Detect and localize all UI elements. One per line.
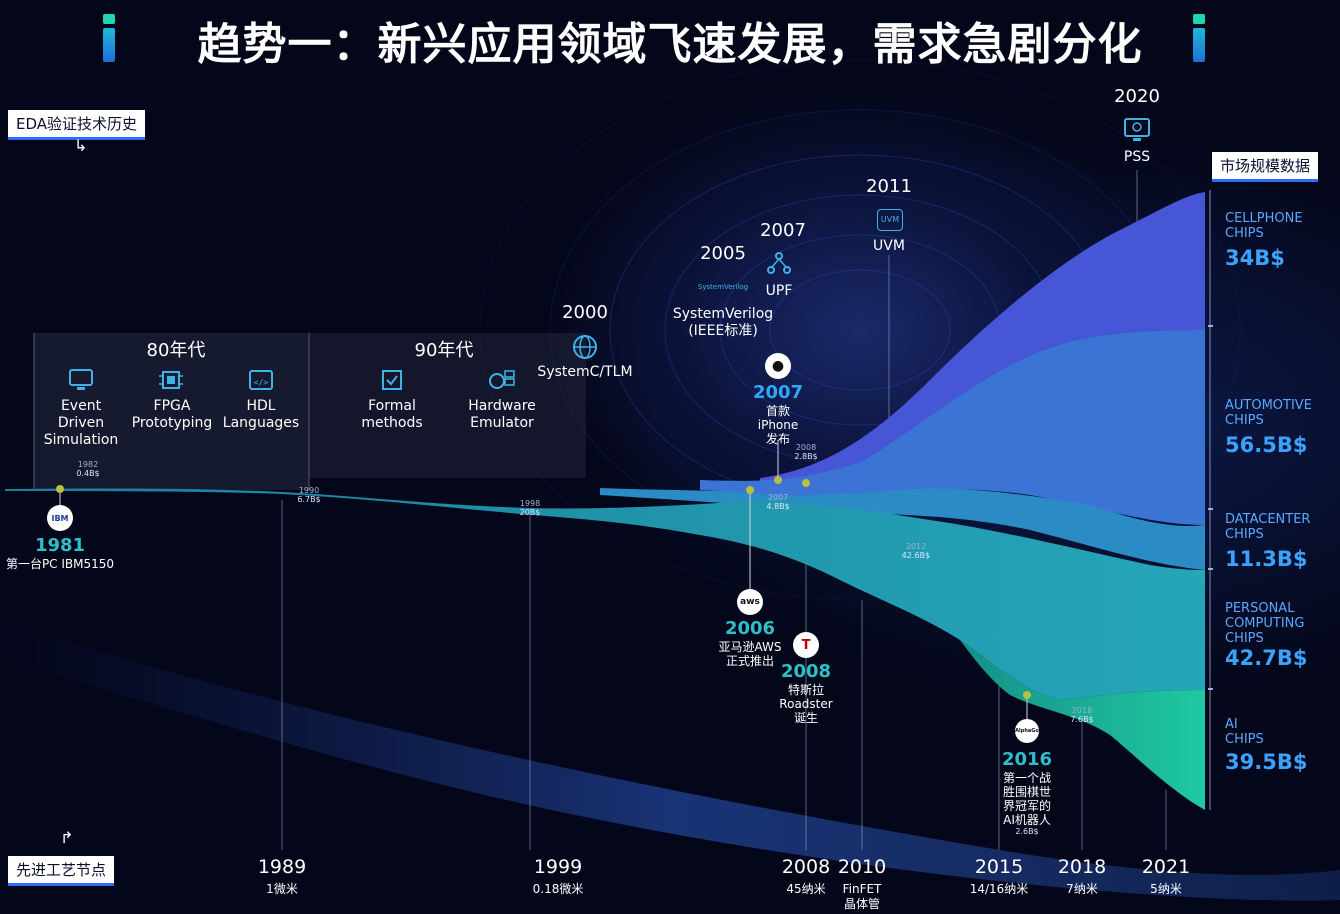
eda-history-tag: EDA验证技术历史 [8, 110, 146, 140]
ibm-text: 第一台PC IBM5150 [5, 557, 115, 571]
stream-cellphone [760, 192, 1205, 482]
node-year-1989: 1989 [257, 856, 307, 878]
tech-emulator: Hardware Emulator [468, 398, 536, 431]
process-node-tag: 先进工艺节点 [8, 856, 115, 886]
node-1999: 0.18微米 [532, 882, 584, 896]
node-2021: 5纳米 [1150, 882, 1182, 896]
node-year-2015: 2015 [974, 856, 1024, 878]
market-point-2012: 2012 42.6B$ [901, 542, 931, 560]
svg-text:</>: </> [254, 378, 269, 387]
iphone-year: 2007 [752, 382, 804, 403]
year-2007-upf: 2007 [760, 220, 806, 241]
market-cellphone-value: 34B$ [1225, 246, 1285, 270]
stream-datacenter [600, 488, 1205, 570]
market-ai-value: 39.5B$ [1225, 750, 1308, 774]
market-point-2018: 2018 7.6B$ [1070, 706, 1094, 724]
market-automotive-name: AUTOMOTIVE CHIPS [1225, 398, 1312, 428]
title-mark-right [1192, 14, 1206, 62]
turn-up-arrow-icon: ↱ [60, 828, 74, 847]
stream-pc [5, 488, 1205, 700]
node-2015: 14/16纳米 [969, 882, 1029, 896]
aws-text: 亚马逊AWS 正式推出 [718, 640, 782, 668]
market-point-2008: 2008 2.8B$ [794, 443, 818, 461]
tech-uvm: UVM [873, 238, 905, 254]
network-icon [767, 252, 791, 274]
code-window-icon: </> [249, 370, 273, 390]
ibm-year: 1981 [34, 535, 86, 556]
emulator-icon [489, 370, 515, 389]
aws-year: 2006 [724, 618, 776, 639]
apple-icon: ● [765, 353, 791, 379]
tesla-year: 2008 [780, 661, 832, 682]
stream-ai [960, 640, 1205, 810]
ibm-logo: IBM [47, 505, 73, 531]
tesla-text: 特斯拉 Roadster 诞生 [779, 683, 833, 725]
event-stems [59, 440, 1028, 720]
node-2008: 45纳米 [786, 882, 826, 896]
event-dots [56, 476, 1031, 699]
year-2000: 2000 [562, 302, 608, 323]
systemverilog-logo: SystemVerilog [697, 283, 749, 291]
tech-systemc: SystemC/TLM [537, 364, 633, 380]
tech-formal: Formal methods [361, 398, 423, 431]
node-2018: 7纳米 [1066, 882, 1098, 896]
turn-arrow-icon: ↳ [74, 136, 88, 155]
market-point-1982: 1982 0.4B$ [76, 460, 100, 478]
stream-automotive [700, 330, 1205, 525]
chip-icon [159, 371, 183, 389]
market-point-1990: 1990 6.7B$ [297, 486, 321, 504]
market-ticks [1208, 325, 1213, 690]
alphago-text: 第一个战 胜围棋世 界冠军的 AI机器人 [1002, 771, 1052, 827]
title-mark-left [102, 14, 116, 62]
market-datacenter-value: 11.3B$ [1225, 547, 1308, 571]
tech-fpga: FPGA Prototyping [131, 398, 213, 431]
tesla-logo: T [793, 632, 819, 658]
year-2011: 2011 [866, 176, 912, 197]
node-year-2018: 2018 [1057, 856, 1107, 878]
tech-upf: UPF [765, 283, 793, 299]
tech-systemverilog: SystemVerilog (IEEE标准) [672, 306, 774, 339]
market-datacenter-name: DATACENTER CHIPS [1225, 512, 1311, 542]
alphago-value: 2.6B$ [1015, 827, 1039, 836]
tech-event-driven: Event Driven Simulation [43, 398, 119, 448]
node-year-1999: 1999 [533, 856, 583, 878]
era-80s-band [34, 333, 309, 490]
uvm-icon: UVM [877, 209, 903, 231]
market-cellphone-name: CELLPHONE CHIPS [1225, 211, 1303, 241]
pss-monitor-icon [1124, 118, 1150, 141]
monitor-icon [69, 369, 93, 390]
year-2020: 2020 [1114, 86, 1160, 107]
checklist-chip-icon [382, 370, 402, 390]
node-2010: FinFET 晶体管 [842, 882, 882, 911]
market-point-2007: 2007 4.8B$ [766, 493, 790, 511]
market-pc-value: 42.7B$ [1225, 646, 1308, 670]
market-automotive-value: 56.5B$ [1225, 433, 1308, 457]
node-1989: 1微米 [266, 882, 298, 896]
globe-icon [573, 335, 597, 359]
timeline-guides [33, 170, 1167, 850]
node-year-2010: 2010 [837, 856, 887, 878]
market-ai-name: AI CHIPS [1225, 717, 1264, 747]
alphago-logo: AlphaGo [1015, 719, 1039, 743]
tech-hdl: HDL Languages [222, 398, 300, 431]
page-title: 趋势一：新兴应用领域飞速发展，需求急剧分化 [197, 19, 1143, 70]
tech-pss: PSS [1123, 149, 1151, 165]
market-point-1998: 1998 20B$ [519, 499, 541, 517]
market-pc-name: PERSONAL COMPUTING CHIPS [1225, 601, 1305, 646]
era-90s-band [309, 333, 586, 478]
era-90s-label: 90年代 [414, 340, 474, 361]
aws-logo: aws [737, 589, 763, 615]
market-data-tag: 市场规模数据 [1212, 152, 1319, 182]
year-2005: 2005 [700, 243, 746, 264]
era-80s-label: 80年代 [146, 340, 206, 361]
node-year-2021: 2021 [1141, 856, 1191, 878]
iphone-text: 首款 iPhone 发布 [757, 404, 799, 446]
node-year-2008: 2008 [781, 856, 831, 878]
alphago-year: 2016 [1001, 749, 1053, 770]
